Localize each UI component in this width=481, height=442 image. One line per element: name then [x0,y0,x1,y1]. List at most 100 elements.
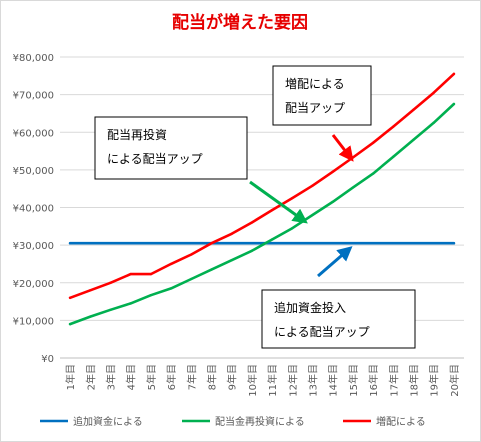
x-tick-label: 1年目 [64,364,77,390]
chart-title: 配当が増えた要因 [172,12,308,33]
x-tick-label: 9年目 [226,364,239,390]
y-tick-label: ¥50,000 [13,166,54,177]
y-tick-label: ¥30,000 [13,241,54,252]
x-tick-label: 8年目 [206,364,219,390]
data-point [109,281,112,284]
data-point [250,242,254,245]
annotation-arrow [317,246,353,278]
y-axis-ticks: ¥0 ¥10,000 ¥20,000 ¥30,000 ¥40,000 ¥50,000 ¥60… [13,53,54,365]
data-point [190,253,193,256]
data-point [291,196,294,200]
x-axis-ticks: 1年目 2年目 3年目 4年目 5年目 6年目 7年目 8年目 9年目 10年目 11年目 12年目 1… [64,364,461,397]
data-point [169,287,173,290]
data-point [452,242,456,245]
data-point [250,249,254,252]
data-point [149,272,153,276]
y-tick-label: ¥20,000 [13,279,54,290]
data-point [351,242,355,245]
annotation-box [272,65,372,126]
data-point [169,262,173,266]
series-lines [68,72,456,326]
data-point [129,242,132,245]
legend-label: 追加資金による [73,415,143,428]
annotation-box [94,116,248,180]
annotation-text: 配当再投資 [107,127,167,142]
y-tick-label: ¥70,000 [13,91,54,102]
data-point [89,242,92,245]
data-point [68,296,72,299]
annotation-text: による配当アップ [107,152,203,166]
data-point [311,213,314,217]
data-point [210,242,213,245]
data-point [89,289,92,292]
x-tick-label: 7年目 [185,364,198,390]
annotation-box [261,289,416,349]
y-tick-label: ¥80,000 [13,53,54,64]
data-point [210,268,213,271]
data-point [190,242,193,245]
data-point [89,315,92,318]
data-point [149,242,153,245]
annotation-arrow [249,180,308,224]
data-point [331,170,334,173]
data-point [68,322,72,326]
x-tick-label: 6年目 [165,364,178,390]
data-point [392,125,395,128]
data-point [169,242,173,245]
data-point [270,208,274,212]
data-point [129,302,132,305]
x-tick-label: 16年目 [367,364,380,397]
data-point [371,141,375,144]
x-tick-label: 10年目 [246,364,259,397]
x-tick-label: 13年目 [307,364,320,397]
data-point [392,155,395,158]
data-point [311,242,314,245]
legend-label: 増配による [376,415,426,428]
data-point [109,308,112,312]
annotation-arrow [331,134,354,162]
data-point [452,102,456,106]
data-point [392,242,395,245]
data-point [270,242,274,245]
y-tick-label: ¥40,000 [13,204,54,215]
annotation-text: 追加資金投入 [274,300,346,315]
y-tick-label: ¥0 [41,354,54,365]
x-tick-label: 14年目 [327,364,340,397]
data-point [371,172,375,175]
legend-label: 配当金再投資による [215,415,305,428]
x-tick-label: 5年目 [145,364,158,390]
data-point [149,293,153,297]
data-point [68,242,72,245]
x-tick-label: 4年目 [125,364,138,390]
legend: 追加資金による 配当金再投資による 増配による [40,415,426,428]
data-point [230,258,233,262]
x-tick-label: 2年目 [84,364,97,390]
y-tick-label: ¥10,000 [13,316,54,327]
data-point [412,108,415,111]
data-point [412,138,415,141]
data-point [371,242,375,245]
data-point [250,221,254,224]
data-point [109,242,112,245]
data-point [432,91,435,94]
x-tick-label: 17年目 [387,364,400,397]
data-point [351,186,355,189]
x-tick-label: 19年目 [428,364,441,397]
gridlines [60,56,464,359]
data-point [432,242,435,245]
annotation-text: による配当アップ [274,325,370,339]
data-point [230,242,233,245]
data-point [351,156,355,159]
data-point [291,242,294,245]
x-tick-label: 3年目 [105,364,118,390]
series-line-2 [68,102,456,326]
data-point [432,121,435,125]
annotation-text: 配当アップ [285,101,345,115]
data-point [452,72,456,76]
data-point [270,238,274,241]
data-point [412,242,415,245]
x-tick-label: 20年目 [448,364,461,397]
x-tick-label: 11年目 [266,364,279,397]
